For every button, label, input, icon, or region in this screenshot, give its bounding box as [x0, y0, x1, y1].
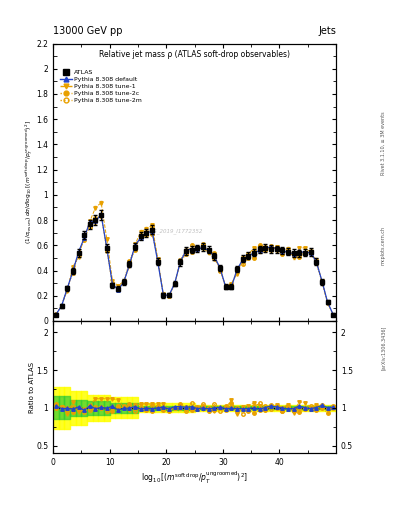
X-axis label: $\log_{10}[(m^{\rm soft\,drop}/p_T^{\rm ungroomed})^2]$: $\log_{10}[(m^{\rm soft\,drop}/p_T^{\rm …: [141, 470, 248, 486]
Text: mcplots.cern.ch: mcplots.cern.ch: [381, 226, 386, 265]
Text: [arXiv:1306.3436]: [arXiv:1306.3436]: [381, 326, 386, 370]
Text: Rivet 3.1.10, ≥ 3M events: Rivet 3.1.10, ≥ 3M events: [381, 112, 386, 175]
Text: ATL-G_2019_I1772352: ATL-G_2019_I1772352: [141, 228, 202, 234]
Text: Relative jet mass ρ (ATLAS soft-drop observables): Relative jet mass ρ (ATLAS soft-drop obs…: [99, 51, 290, 59]
Text: 13000 GeV pp: 13000 GeV pp: [53, 26, 123, 36]
Y-axis label: Ratio to ATLAS: Ratio to ATLAS: [29, 361, 35, 413]
Legend: ATLAS, Pythia 8.308 default, Pythia 8.308 tune-1, Pythia 8.308 tune-2c, Pythia 8: ATLAS, Pythia 8.308 default, Pythia 8.30…: [59, 69, 143, 104]
Text: Jets: Jets: [318, 26, 336, 36]
Y-axis label: $(1/\sigma_{\rm resum})\,d\sigma/d\log_{10}[(m^{\rm soft\,drop}/p_T^{\rm ungroom: $(1/\sigma_{\rm resum})\,d\sigma/d\log_{…: [23, 120, 35, 244]
